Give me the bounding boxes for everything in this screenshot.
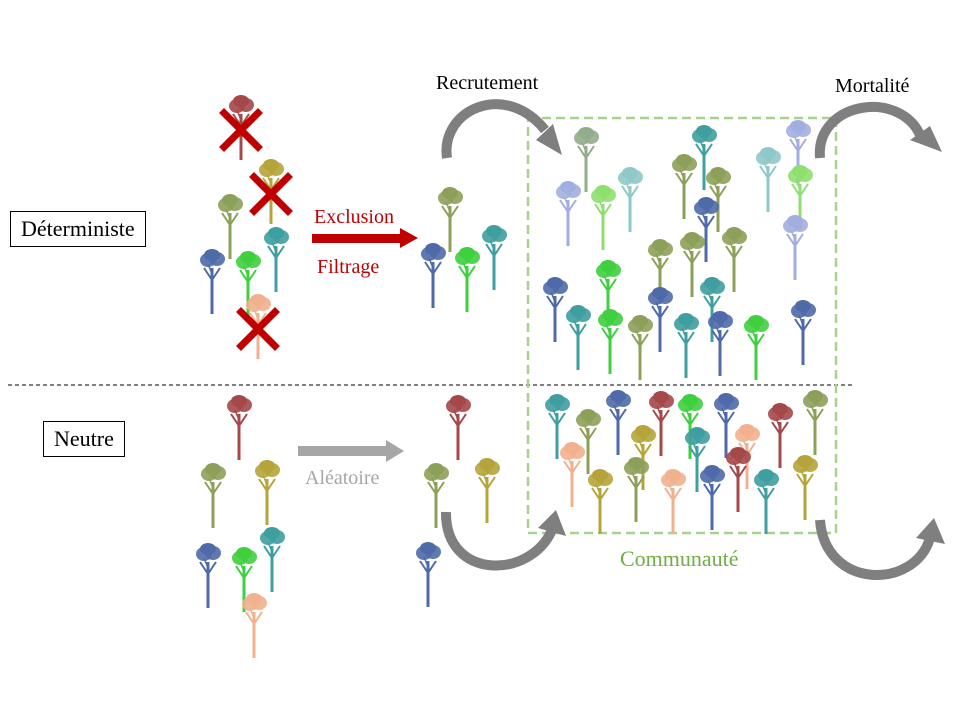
deterministic-species-pool (200, 95, 289, 359)
tree-icon (618, 167, 643, 232)
exclusion-cross-icon (236, 307, 280, 351)
tree-icon (606, 390, 631, 455)
tree-icon (756, 147, 781, 212)
tree-icon (803, 390, 828, 455)
tree-icon (543, 277, 568, 342)
tree-icon (722, 227, 747, 292)
tree-icon (649, 391, 674, 456)
tree-icon (598, 309, 623, 374)
tree-icon (574, 127, 599, 192)
tree-icon (628, 315, 653, 380)
community-box (526, 116, 838, 535)
tree-icon (556, 181, 581, 246)
tree-icon (475, 458, 500, 523)
tree-icon (694, 197, 719, 262)
tree-icon (201, 463, 226, 528)
recruitment-arrow-top (441, 99, 562, 159)
tree-icon (200, 249, 225, 314)
exclusion-cross-icon (249, 172, 293, 216)
tree-icon (588, 469, 613, 534)
tree-icon (793, 455, 818, 520)
recrutement-label: Recrutement (436, 72, 539, 94)
exclusion-cross-icon (219, 108, 263, 152)
tree-icon (706, 167, 731, 232)
tree-icon (196, 543, 221, 608)
recruitment-arrow-bottom (440, 510, 566, 571)
neutral-species-pool (196, 395, 285, 658)
tree-icon (227, 395, 252, 460)
tree-icon (678, 394, 703, 459)
tree-icon (631, 425, 656, 490)
tree-icon (700, 465, 725, 530)
tree-icon (424, 463, 449, 528)
tree-icon (229, 95, 254, 160)
filtrage-label: Filtrage (317, 256, 380, 278)
tree-icon (786, 120, 811, 185)
tree-icon (566, 305, 591, 370)
tree-icon (735, 424, 760, 489)
tree-icon (446, 395, 471, 460)
tree-icon (661, 469, 686, 534)
tree-icon (236, 251, 261, 316)
deterministic-community-trees (543, 120, 816, 380)
tree-icon (648, 287, 673, 352)
exclusion-label: Exclusion (314, 206, 394, 228)
mortality-arrow-top (814, 102, 942, 159)
tree-icon (421, 243, 446, 308)
mortality-arrow-bottom (815, 518, 945, 580)
tree-icon (242, 593, 267, 658)
neutral-community-trees (545, 390, 828, 534)
tree-icon (545, 394, 570, 459)
tree-icon (708, 311, 733, 376)
tree-icon (246, 294, 271, 359)
tree-icon (674, 313, 699, 378)
tree-icon (438, 187, 463, 252)
tree-icon (591, 185, 616, 250)
deterministic-arrow (312, 228, 418, 248)
neutral-selected-species (416, 395, 500, 607)
tree-icon (264, 227, 289, 292)
tree-icon (714, 393, 739, 458)
tree-icon (744, 315, 769, 380)
tree-icon (692, 125, 717, 190)
tree-icon (482, 225, 507, 290)
neutral-arrow (298, 440, 404, 462)
tree-icon (560, 442, 585, 507)
neutre-label: Neutre (43, 421, 125, 457)
tree-icon (754, 469, 779, 534)
tree-icon (726, 447, 751, 512)
communaute-label: Communauté (620, 546, 739, 571)
deterministic-selected-species (421, 187, 507, 312)
deterministe-label: Déterministe (10, 211, 146, 247)
tree-icon (260, 527, 285, 592)
tree-icon (596, 260, 621, 325)
tree-icon (783, 215, 808, 280)
tree-icon (672, 154, 697, 219)
tree-icon (416, 542, 441, 607)
tree-icon (624, 457, 649, 522)
tree-icon (791, 300, 816, 365)
tree-icon (680, 232, 705, 297)
tree-icon (259, 159, 284, 224)
mortalite-label: Mortalité (835, 75, 910, 97)
tree-icon (455, 247, 480, 312)
tree-icon (576, 409, 601, 474)
aleatoire-label: Aléatoire (305, 467, 380, 489)
tree-icon (768, 403, 793, 468)
tree-icon (685, 427, 710, 492)
tree-icon (255, 460, 280, 525)
exclusion-crosses (219, 108, 293, 351)
tree-icon (218, 194, 243, 259)
